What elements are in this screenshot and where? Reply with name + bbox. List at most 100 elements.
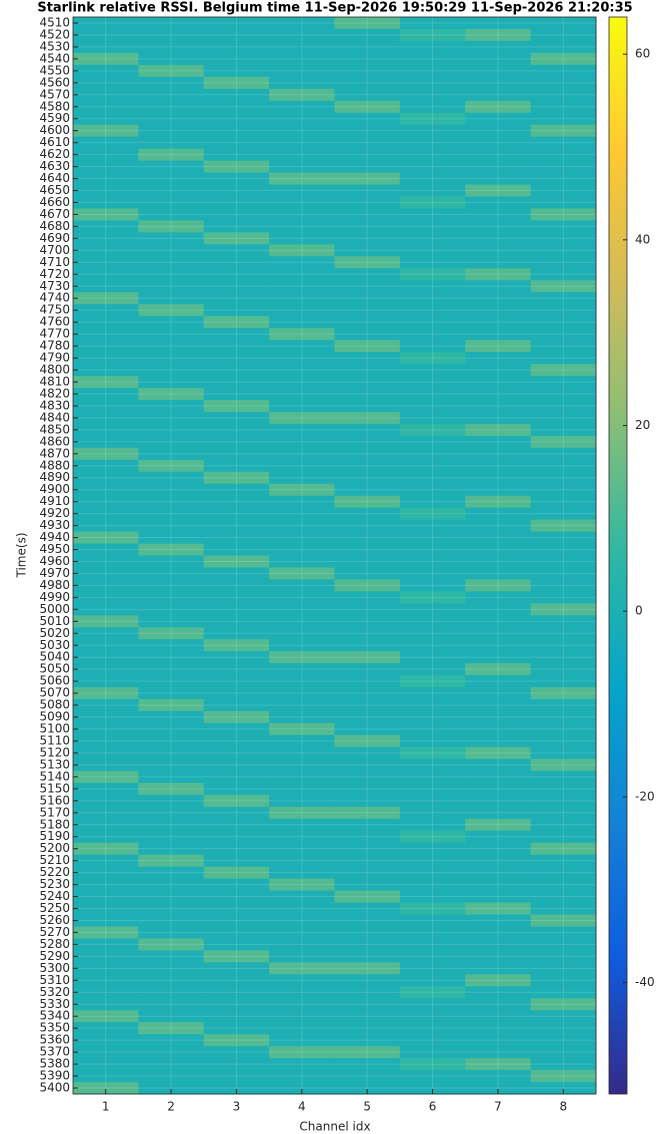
y-tick-label: 4700 [39,243,70,257]
heat-cell [530,507,597,521]
heat-cell [73,172,139,186]
y-tick-label: 5140 [39,769,70,783]
heat-cell [269,675,335,688]
heat-cell [530,112,597,126]
y-tick-label: 4930 [39,518,70,532]
heat-cell [138,806,205,820]
heat-cell [465,938,532,951]
heat-cell [530,17,597,30]
heat-cell [530,699,597,712]
heat-cell [530,52,597,66]
y-tick-label: 5380 [39,1057,70,1071]
y-tick-label: 4650 [39,183,70,197]
y-tick-label: 4620 [39,147,70,161]
heat-cell [138,627,205,640]
heat-cell [203,842,270,856]
heat-cell [399,17,466,30]
colorbar-tick-label: 0 [635,604,643,618]
plot-frame [72,16,597,1095]
heat-cell [465,17,532,30]
heat-cell [465,316,532,329]
heat-cell [334,112,401,126]
y-tick-label: 5090 [39,710,70,724]
y-tick-label: 4820 [39,386,70,400]
heat-cell [530,136,597,150]
y-tick-label: 5150 [39,781,70,795]
heat-cell [203,352,270,365]
heat-cell [334,316,401,329]
y-tick-label: 4510 [39,15,70,29]
heat-cell [530,878,597,892]
heat-cell [465,280,532,293]
heat-cell [399,1034,466,1047]
heat-cell [465,435,532,449]
heat-cell [269,495,335,509]
heat-cell [399,471,466,485]
heat-cell [530,1082,597,1095]
heat-cell [203,172,270,186]
heat-cell [399,495,466,509]
heat-cell [269,866,335,880]
heat-cell [203,818,270,832]
heat-cell [399,962,466,975]
y-tick-label: 5080 [39,698,70,712]
heat-cell [530,1034,597,1047]
y-tick-label: 5020 [39,626,70,640]
heat-cell [399,711,466,724]
heat-cell [138,663,205,676]
heat-cell [399,878,466,892]
heat-cell [334,950,401,963]
heat-cell [138,160,205,174]
heat-cell [73,495,139,509]
heat-cell [138,340,205,353]
heat-cell [530,40,597,54]
heat-cell [203,639,270,652]
heat-cell [334,675,401,688]
y-tick-label: 4710 [39,255,70,269]
heat-cell [465,711,532,724]
heat-cell [138,962,205,975]
y-tick-label: 5400 [39,1081,70,1095]
heat-cell [203,459,270,473]
y-tick-label: 4680 [39,219,70,233]
heat-cell [465,962,532,975]
heat-cell [269,376,335,389]
heat-cell [138,459,205,473]
heat-cell [334,352,401,365]
heat-cell [73,387,139,401]
heat-cell [269,1070,335,1083]
heat-cell [269,687,335,700]
heat-cell [334,818,401,832]
heat-cell [530,280,597,293]
heat-cell [399,232,466,245]
heat-cell [269,818,335,832]
heat-cell [203,88,270,102]
colorbar-tick-label: 60 [635,47,650,61]
heat-cell [465,1034,532,1047]
heat-cell [530,160,597,174]
heat-cell [138,1046,205,1059]
heat-cell [269,950,335,963]
heat-cell [73,64,139,78]
heat-cell [334,196,401,209]
heat-cell [334,842,401,856]
heat-cell [73,770,139,784]
heat-cell [334,579,401,592]
heat-cell [465,387,532,401]
heat-cell [465,411,532,425]
heat-cell [203,196,270,209]
heat-cell [465,735,532,748]
heat-cell [399,328,466,341]
y-tick-label: 4600 [39,123,70,137]
heat-cell [73,507,139,521]
heat-cell [138,603,205,616]
heat-cell [334,1070,401,1083]
heat-cell [399,531,466,545]
x-axis-label: Channel idx [299,1120,370,1134]
heat-cell [399,423,466,437]
heat-cell [465,244,532,257]
heat-cell [334,40,401,54]
heat-cell [334,974,401,987]
y-tick-label: 5190 [39,829,70,843]
